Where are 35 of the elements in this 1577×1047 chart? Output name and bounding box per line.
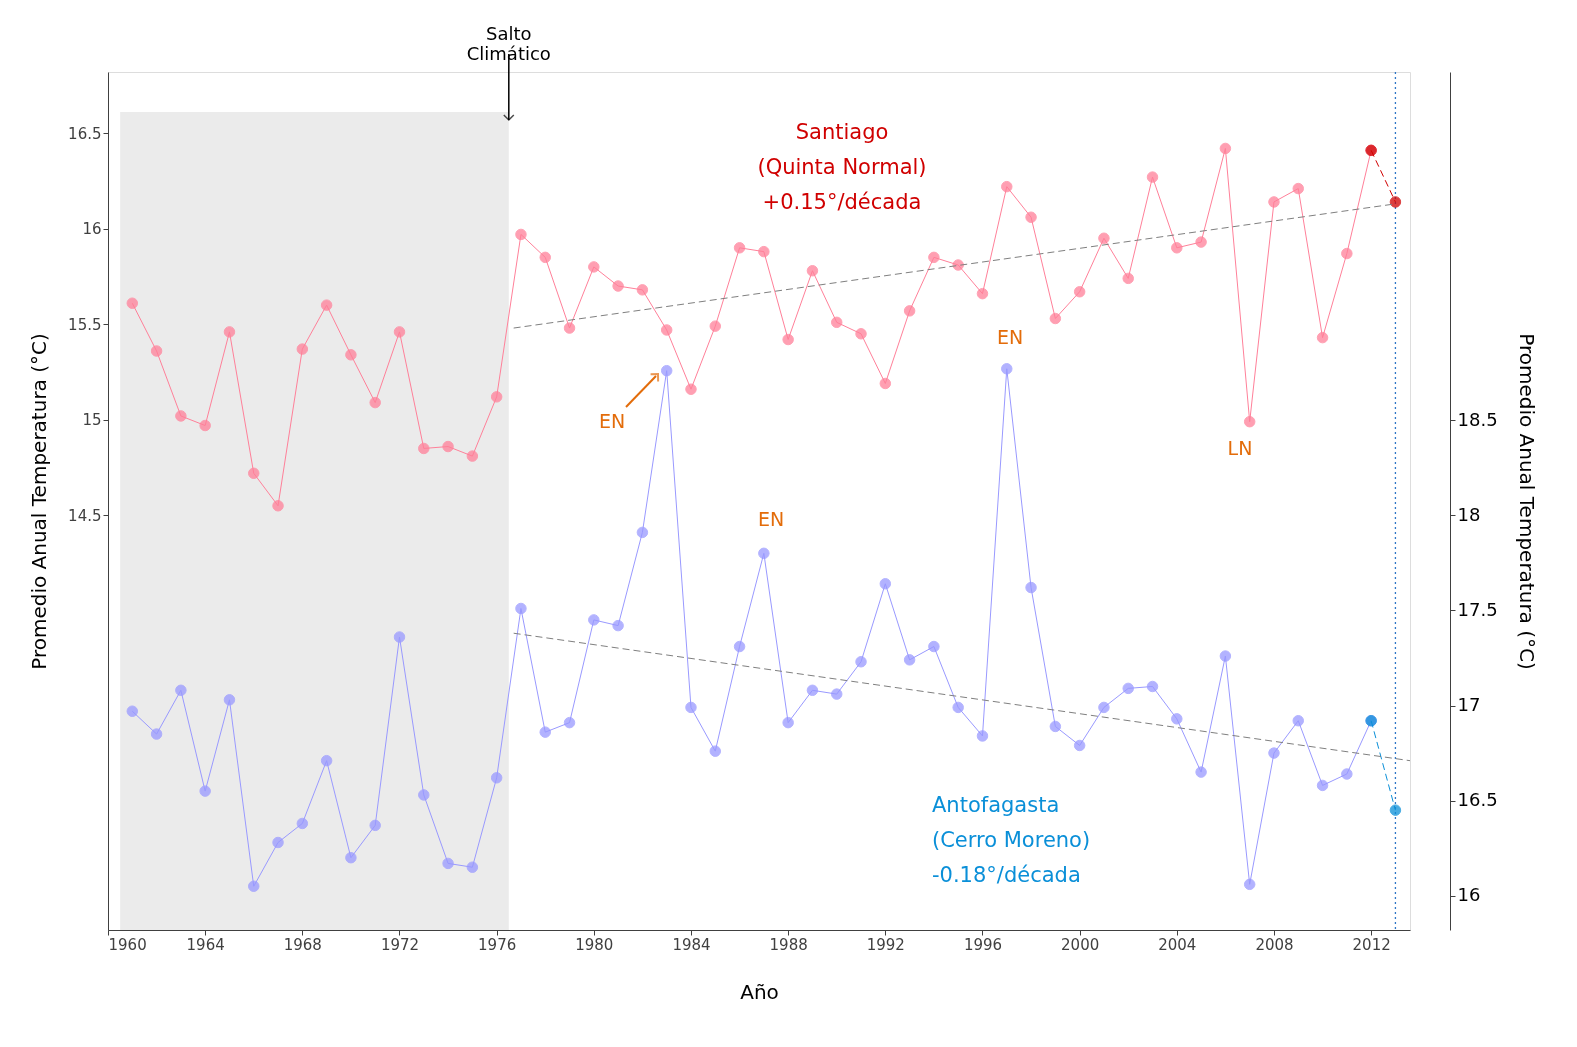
annotation: EN bbox=[996, 326, 1024, 348]
y-axis-title: Promedio Anual Temperatura (°C) bbox=[27, 333, 52, 670]
y-tick-label: 15 bbox=[82, 411, 102, 430]
y-tick-label: 14.5 bbox=[68, 506, 102, 525]
x-tick-label: 1988 bbox=[769, 935, 808, 954]
annotation: EN bbox=[598, 410, 626, 432]
y2-tick-label: 18 bbox=[1457, 503, 1481, 525]
x-tick-label: 1996 bbox=[963, 935, 1003, 954]
x-tick-label: 1984 bbox=[672, 935, 711, 954]
annotation: LN bbox=[1227, 437, 1253, 459]
x-tick-label: 2000 bbox=[1061, 935, 1100, 954]
y2-tick-label: 17.5 bbox=[1457, 598, 1498, 620]
y-tick-label: 16 bbox=[82, 220, 102, 239]
x-tick-label: 1968 bbox=[283, 935, 322, 954]
x-tick-label: 1976 bbox=[478, 935, 517, 954]
y2-axis-title: Promedio Anual Temperatura (°C) bbox=[1514, 333, 1539, 670]
y2-tick-label: 17 bbox=[1457, 694, 1481, 716]
x-tick-label: 1960 bbox=[108, 935, 147, 954]
x-axis-title: Año bbox=[740, 979, 779, 1004]
annotation: EN bbox=[757, 508, 785, 530]
x-tick-label: 1980 bbox=[575, 935, 614, 954]
y-tick-label: 15.5 bbox=[68, 315, 102, 334]
y2-tick-label: 18.5 bbox=[1457, 408, 1498, 430]
x-tick-label: 1964 bbox=[186, 935, 225, 954]
text: Santiago (Quinta Normal) +0.15°/década bbox=[757, 120, 927, 214]
band-label: Salto Climático bbox=[466, 23, 551, 64]
x-tick-label: 2004 bbox=[1158, 935, 1197, 954]
y-tick-label: 16.5 bbox=[68, 124, 102, 143]
x-tick-label: 2012 bbox=[1352, 935, 1391, 954]
x-tick-label: 1972 bbox=[380, 935, 420, 954]
y2-tick-label: 16 bbox=[1457, 884, 1481, 906]
x-tick-label: 2008 bbox=[1255, 935, 1294, 954]
y2-tick-label: 16.5 bbox=[1457, 789, 1498, 811]
text: Antofagasta (Cerro Moreno) -0.18°/década bbox=[932, 793, 1091, 887]
x-tick-label: 1992 bbox=[866, 935, 905, 954]
